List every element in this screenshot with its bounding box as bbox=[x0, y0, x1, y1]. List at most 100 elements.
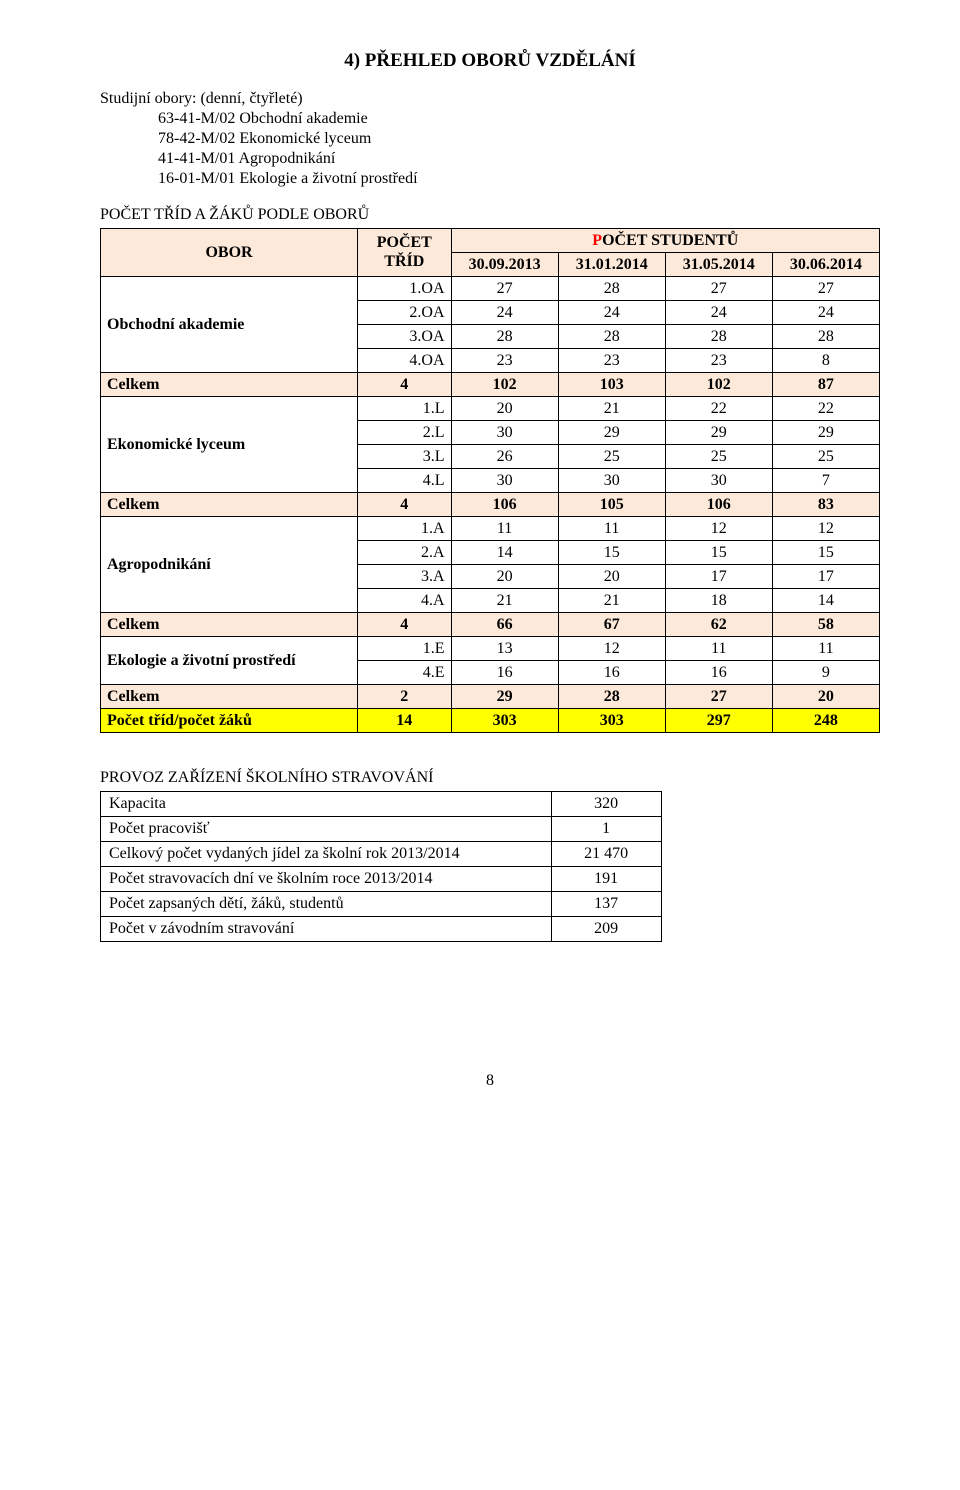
cell-value: 7 bbox=[772, 469, 879, 493]
cell-value: 15 bbox=[665, 541, 772, 565]
cell-value: 14 bbox=[772, 589, 879, 613]
class-code: 3.L bbox=[358, 445, 451, 469]
value-cell: 191 bbox=[551, 867, 661, 892]
value-cell: 209 bbox=[551, 917, 661, 942]
cell-value: 22 bbox=[665, 397, 772, 421]
cell-value: 30 bbox=[558, 469, 665, 493]
table-row: Kapacita320 bbox=[101, 792, 662, 817]
cell-value: 21 bbox=[558, 589, 665, 613]
cell-value: 21 bbox=[558, 397, 665, 421]
table-row: Počet zapsaných dětí, žáků, studentů137 bbox=[101, 892, 662, 917]
cell-value: 30 bbox=[451, 469, 558, 493]
cell-value: 26 bbox=[451, 445, 558, 469]
cell-value: 20 bbox=[451, 565, 558, 589]
cell-value: 20 bbox=[558, 565, 665, 589]
cell-value: 16 bbox=[451, 661, 558, 685]
intro-line2: 63-41-M/02 Obchodní akademie bbox=[100, 110, 880, 128]
cell-value: 23 bbox=[558, 349, 665, 373]
cell-value: 29 bbox=[558, 421, 665, 445]
cell-value: 28 bbox=[665, 325, 772, 349]
cell-value: 11 bbox=[665, 637, 772, 661]
cell-value: 17 bbox=[772, 565, 879, 589]
cell-value: 24 bbox=[665, 301, 772, 325]
class-code: 2.OA bbox=[358, 301, 451, 325]
value-cell: 137 bbox=[551, 892, 661, 917]
intro-line1: Studijní obory: (denní, čtyřleté) bbox=[100, 90, 880, 108]
label-cell: Celkový počet vydaných jídel za školní r… bbox=[101, 842, 552, 867]
cell-value: 30 bbox=[665, 469, 772, 493]
table-row: Ekologie a životní prostředí1.E13121111 bbox=[101, 637, 880, 661]
cell-value: 12 bbox=[665, 517, 772, 541]
cell-value: 15 bbox=[772, 541, 879, 565]
row-celkem: Celkem229282720 bbox=[101, 685, 880, 709]
class-code: 4.OA bbox=[358, 349, 451, 373]
cell-value: 21 bbox=[451, 589, 558, 613]
class-code: 2.L bbox=[358, 421, 451, 445]
class-code: 3.OA bbox=[358, 325, 451, 349]
cell-value: 23 bbox=[665, 349, 772, 373]
cell-value: 25 bbox=[665, 445, 772, 469]
label-cell: Počet stravovacích dní ve školním roce 2… bbox=[101, 867, 552, 892]
table-row: Ekonomické lyceum1.L20212222 bbox=[101, 397, 880, 421]
table1-heading: POČET TŘÍD A ŽÁKŮ PODLE OBORŮ bbox=[100, 206, 880, 224]
cell-value: 11 bbox=[451, 517, 558, 541]
intro-line3: 78-42-M/02 Ekonomické lyceum bbox=[100, 130, 880, 148]
cell-value: 24 bbox=[772, 301, 879, 325]
cell-value: 14 bbox=[451, 541, 558, 565]
cell-value: 28 bbox=[772, 325, 879, 349]
class-code: 1.A bbox=[358, 517, 451, 541]
cell-value: 24 bbox=[558, 301, 665, 325]
hdr-date-3: 30.06.2014 bbox=[772, 253, 879, 277]
class-code: 4.A bbox=[358, 589, 451, 613]
cell-value: 27 bbox=[772, 277, 879, 301]
hdr-date-1: 31.01.2014 bbox=[558, 253, 665, 277]
cell-value: 27 bbox=[665, 277, 772, 301]
row-celkem: Celkem410610510683 bbox=[101, 493, 880, 517]
cell-value: 23 bbox=[451, 349, 558, 373]
cell-value: 11 bbox=[558, 517, 665, 541]
obor-name: Ekologie a životní prostředí bbox=[101, 637, 358, 685]
table-row: Agropodnikání1.A11111212 bbox=[101, 517, 880, 541]
cell-value: 25 bbox=[558, 445, 665, 469]
class-code: 2.A bbox=[358, 541, 451, 565]
hdr-date-0: 30.09.2013 bbox=[451, 253, 558, 277]
cell-value: 12 bbox=[558, 637, 665, 661]
table-row: Obchodní akademie1.OA27282727 bbox=[101, 277, 880, 301]
label-cell: Počet zapsaných dětí, žáků, studentů bbox=[101, 892, 552, 917]
cell-value: 17 bbox=[665, 565, 772, 589]
table-row: Počet stravovacích dní ve školním roce 2… bbox=[101, 867, 662, 892]
value-cell: 1 bbox=[551, 817, 661, 842]
value-cell: 320 bbox=[551, 792, 661, 817]
intro-line5: 16-01-M/01 Ekologie a životní prostředí bbox=[100, 170, 880, 188]
cell-value: 20 bbox=[451, 397, 558, 421]
hdr-date-2: 31.05.2014 bbox=[665, 253, 772, 277]
cell-value: 28 bbox=[451, 325, 558, 349]
class-code: 1.L bbox=[358, 397, 451, 421]
row-celkem: Celkem410210310287 bbox=[101, 373, 880, 397]
cell-value: 11 bbox=[772, 637, 879, 661]
cell-value: 29 bbox=[772, 421, 879, 445]
table-row: Celkový počet vydaných jídel za školní r… bbox=[101, 842, 662, 867]
row-final: Počet tříd/počet žáků 14 303 303 297 248 bbox=[101, 709, 880, 733]
cell-value: 30 bbox=[451, 421, 558, 445]
cell-value: 22 bbox=[772, 397, 879, 421]
hdr-pocet-studentu: POČET STUDENTŮ bbox=[451, 229, 879, 253]
label-cell: Počet pracovišť bbox=[101, 817, 552, 842]
cell-value: 27 bbox=[451, 277, 558, 301]
label-cell: Počet v závodním stravování bbox=[101, 917, 552, 942]
catering-table: Kapacita320Počet pracovišť1Celkový počet… bbox=[100, 791, 662, 942]
cell-value: 18 bbox=[665, 589, 772, 613]
table-row: Počet v závodním stravování209 bbox=[101, 917, 662, 942]
table2-heading: PROVOZ ZAŘÍZENÍ ŠKOLNÍHO STRAVOVÁNÍ bbox=[100, 769, 880, 787]
table-row: Počet pracovišť1 bbox=[101, 817, 662, 842]
hdr-obor: OBOR bbox=[101, 229, 358, 277]
class-code: 1.OA bbox=[358, 277, 451, 301]
obor-name: Obchodní akademie bbox=[101, 277, 358, 373]
cell-value: 28 bbox=[558, 277, 665, 301]
cell-value: 8 bbox=[772, 349, 879, 373]
cell-value: 9 bbox=[772, 661, 879, 685]
cell-value: 24 bbox=[451, 301, 558, 325]
hdr-pocet-trid: POČET TŘÍD bbox=[358, 229, 451, 277]
cell-value: 12 bbox=[772, 517, 879, 541]
class-code: 4.E bbox=[358, 661, 451, 685]
